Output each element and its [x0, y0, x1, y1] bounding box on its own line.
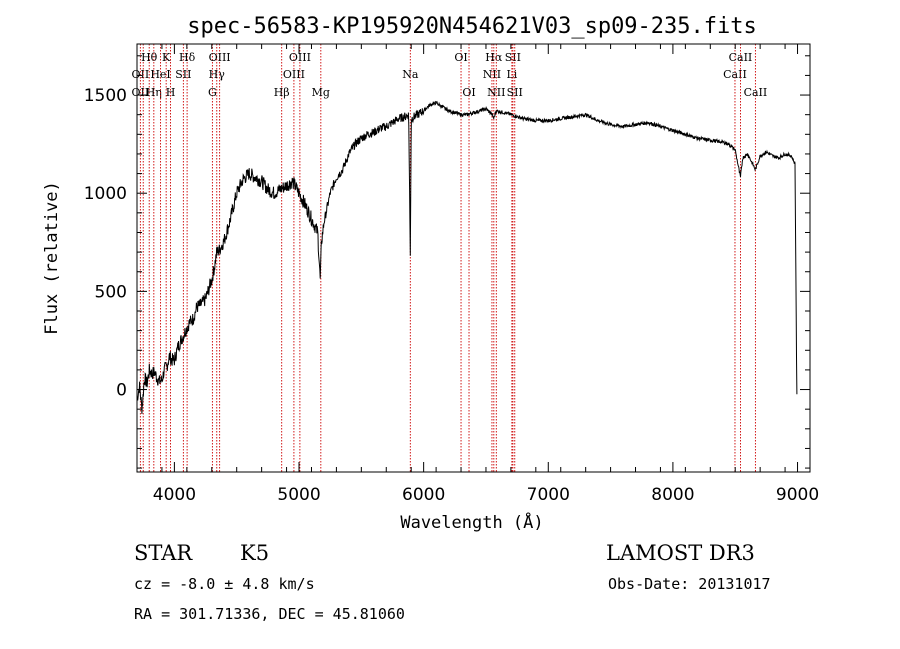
spectrum-line	[136, 100, 798, 414]
line-marker-label: NII	[483, 68, 501, 81]
line-marker-label: Hδ	[179, 51, 196, 64]
line-marker-label: OII	[132, 68, 150, 81]
object-subclass: K5	[240, 541, 269, 565]
line-marker-label: Hθ	[141, 51, 158, 64]
line-marker-label: Hβ	[274, 86, 290, 99]
spectrum-layer	[136, 100, 798, 414]
line-marker-label: Hγ	[209, 68, 226, 81]
x-tick-label: 7000	[527, 485, 570, 505]
line-marker-label: SII	[505, 51, 521, 64]
line-marker-label: Hα	[485, 51, 503, 64]
y-axis-label: Flux (relative)	[42, 181, 62, 335]
line-marker-label: OIII	[289, 51, 311, 64]
line-marker-label: HeI	[150, 68, 170, 81]
line-marker-label: Hη	[146, 86, 162, 99]
x-tick-label: 9000	[776, 485, 819, 505]
line-marker-label: CaII	[729, 51, 753, 64]
line-marker-label: Na	[402, 68, 419, 81]
line-marker-label: CaII	[744, 86, 768, 99]
x-tick-label: 4000	[153, 485, 196, 505]
redshift-text: cz = -8.0 ± 4.8 km/s	[134, 575, 315, 593]
line-marker-label: K	[162, 51, 171, 64]
y-tick-label: 500	[95, 282, 127, 302]
x-tick-label: 6000	[402, 485, 445, 505]
coordinates-text: RA = 301.71336, DEC = 45.81060	[134, 605, 405, 623]
line-marker-label: Li	[506, 68, 517, 81]
line-marker-label: H	[166, 86, 176, 99]
line-marker-label: OIII	[283, 68, 305, 81]
line-marker-label: G	[208, 86, 217, 99]
object-class: STAR	[134, 541, 193, 565]
line-marker-label: SII	[507, 86, 523, 99]
plot-frame	[136, 43, 811, 473]
line-marker-label: OI	[462, 86, 475, 99]
chart-title: spec-56583-KP195920N454621V03_sp09-235.f…	[187, 14, 757, 39]
x-tick-label: 8000	[651, 485, 694, 505]
x-axis-label: Wavelength (Å)	[400, 511, 543, 533]
line-marker-label: OIII	[209, 51, 231, 64]
line-marker-label: Mg	[312, 86, 330, 99]
line-marker-label: OI	[454, 51, 467, 64]
y-tick-label: 1000	[84, 184, 127, 204]
survey-name: LAMOST DR3	[606, 541, 755, 565]
y-tick-label: 1500	[84, 86, 127, 106]
line-marker-label: OII	[132, 86, 150, 99]
line-marker-label: NII	[487, 86, 505, 99]
line-marker-label: SII	[175, 68, 191, 81]
observation-date: Obs-Date: 20131017	[608, 575, 771, 593]
y-tick-label: 0	[116, 381, 127, 401]
line-marker-label: CaII	[723, 68, 747, 81]
line-markers: OII OII Hθ Hη HeI K H SII Hδ G Hγ OIII Hβ OIII OIII Mg N…	[132, 44, 768, 472]
axis-ticks: 4000 5000 6000 7000 8000 9000 0 500 1000 1500	[84, 44, 819, 505]
x-tick-label: 5000	[277, 485, 320, 505]
